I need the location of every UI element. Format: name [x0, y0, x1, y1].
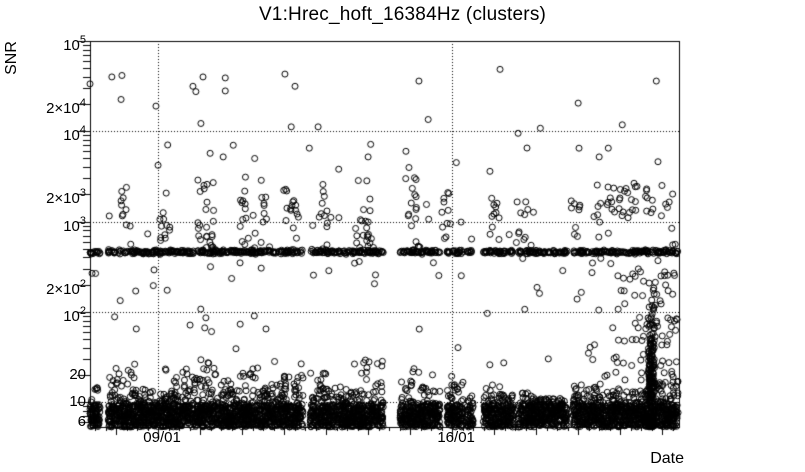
y-tick-label-10: 10 [69, 393, 86, 411]
y-tick-label-2000: 2×103 [46, 187, 86, 208]
plot-title: V1:Hrec_hoft_16384Hz (clusters) [258, 4, 547, 25]
x-tick-label-09-01: 09/01 [143, 429, 181, 446]
y-tick-label-100: 102 [63, 304, 86, 325]
y-tick-label-200: 2×102 [46, 277, 86, 298]
y-tick-label-20: 20 [69, 365, 86, 383]
y-tick-label-10000: 104 [63, 124, 86, 145]
x-axis-title: Date [650, 450, 684, 467]
y-axis-title: SNR [3, 41, 20, 75]
y-tick-label-20000: 2×104 [46, 97, 86, 118]
y-tick-label-1000: 103 [63, 214, 86, 235]
x-tick-label-16-01: 16/01 [437, 429, 475, 446]
y-tick-label-100000: 105 [63, 34, 86, 54]
y-tick-label-6: 6 [77, 413, 86, 431]
